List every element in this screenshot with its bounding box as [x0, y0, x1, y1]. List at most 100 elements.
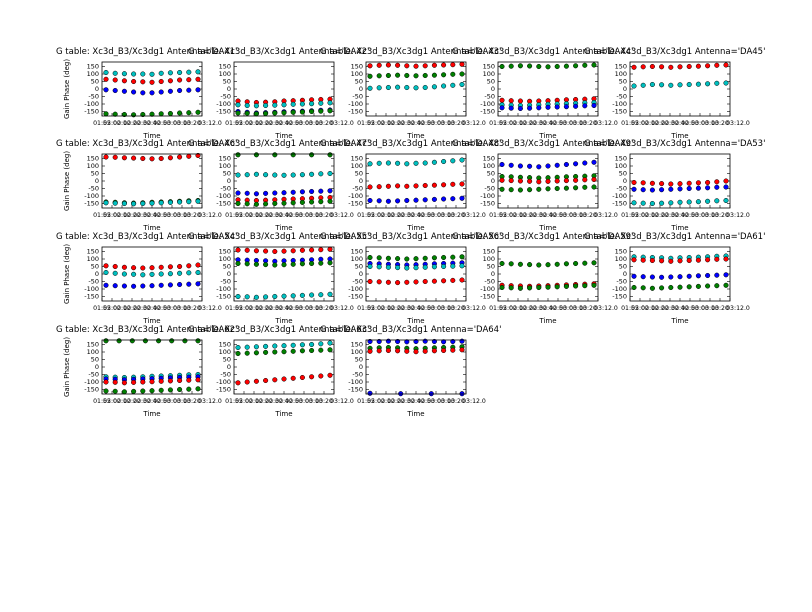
data-point — [508, 261, 514, 267]
series-green — [499, 260, 597, 268]
data-point — [140, 379, 146, 385]
subplot-15: G table: Xc3d_B3/Xc3dg1 Antenna='DA61' 15… — [584, 232, 765, 325]
data-point — [723, 184, 729, 190]
y-tick-label: -50 — [484, 278, 495, 286]
y-tick-label: 150 — [483, 248, 495, 256]
data-point — [459, 338, 465, 344]
x-tick-label: 01:55 — [621, 305, 639, 312]
x-tick-label: 03:20 — [315, 305, 333, 312]
data-point — [235, 102, 241, 108]
data-point — [235, 247, 241, 253]
x-tick-label: 03:10 — [305, 305, 323, 312]
data-point — [705, 283, 711, 289]
y-tick-label: 50 — [355, 170, 363, 178]
data-point — [527, 63, 533, 69]
data-point — [422, 255, 428, 261]
data-point — [723, 272, 729, 278]
data-point — [156, 338, 162, 344]
series-green — [235, 260, 333, 268]
data-point — [195, 269, 201, 276]
x-tick-label: 02:00 — [367, 398, 385, 405]
x-tick-label: 02:20 — [255, 398, 273, 405]
y-tick-label: 0 — [359, 177, 363, 185]
series-green — [367, 254, 465, 262]
data-point — [167, 199, 173, 205]
data-point — [450, 347, 456, 353]
data-point — [668, 274, 674, 280]
data-point — [640, 257, 646, 263]
data-point — [404, 279, 410, 285]
data-point — [563, 261, 569, 267]
series-cyan — [235, 340, 333, 351]
x-tick-label: 02:00 — [103, 212, 121, 219]
data-point — [272, 293, 278, 300]
series-red — [367, 181, 465, 190]
data-point — [299, 101, 305, 107]
data-point — [582, 177, 588, 183]
data-point — [517, 105, 523, 112]
x-tick-label: 02:20 — [255, 305, 273, 312]
x-tick-label: 03:10 — [701, 120, 719, 127]
data-point — [121, 264, 127, 270]
x-tick-label: 03:10 — [173, 120, 191, 127]
data-point — [281, 172, 287, 178]
data-point — [195, 262, 201, 268]
y-tick-label: 150 — [219, 63, 231, 71]
data-point — [404, 161, 410, 167]
data-point — [103, 87, 109, 93]
x-tick-label: 02:00 — [235, 120, 253, 127]
data-point — [281, 376, 287, 382]
x-tick-label: 03:10 — [437, 120, 455, 127]
data-point — [195, 109, 201, 115]
x-tick-label-end: 03:12.0 — [198, 120, 222, 127]
data-point — [318, 171, 324, 177]
data-point — [309, 292, 315, 298]
x-tick-label: 03:00 — [163, 212, 181, 219]
data-point — [441, 182, 447, 188]
data-point — [536, 284, 542, 291]
x-tick-label: 02:30 — [397, 305, 415, 312]
data-point — [112, 200, 118, 206]
data-point — [573, 177, 579, 183]
x-tick-label-end: 03:12.0 — [594, 305, 618, 312]
data-point — [158, 378, 164, 384]
y-tick-label: -100 — [612, 100, 627, 108]
data-point — [167, 282, 173, 288]
x-axis-label: Time — [670, 132, 688, 140]
data-point — [668, 258, 674, 264]
x-axis-label: Time — [406, 317, 424, 325]
data-point — [140, 79, 146, 85]
data-point — [186, 263, 192, 269]
data-point — [545, 104, 551, 110]
plot-frame — [101, 339, 203, 395]
x-tick-label: 02:20 — [651, 212, 669, 219]
data-point — [659, 200, 665, 206]
data-point — [450, 196, 456, 202]
data-point — [573, 63, 579, 69]
data-point — [422, 182, 428, 189]
y-tick-label: 0 — [491, 177, 495, 185]
data-point — [376, 73, 382, 79]
data-point — [140, 155, 146, 162]
data-point — [508, 285, 514, 291]
data-point — [158, 387, 164, 393]
x-tick-label: 03:00 — [295, 398, 313, 405]
data-point — [299, 374, 305, 381]
data-point — [695, 257, 701, 263]
data-point — [441, 254, 447, 261]
data-point — [318, 188, 324, 194]
data-point — [327, 340, 333, 346]
data-point — [121, 200, 127, 207]
x-tick-label-end: 03:12.0 — [198, 398, 222, 405]
x-tick-label: 03:10 — [305, 120, 323, 127]
data-point — [573, 185, 579, 191]
x-axis-label: Time — [538, 132, 556, 140]
data-point — [158, 271, 164, 277]
series-green — [499, 184, 597, 193]
data-point — [309, 341, 315, 348]
data-point — [112, 70, 118, 76]
data-point — [517, 98, 523, 104]
data-point — [705, 63, 711, 69]
x-tick-label: 03:10 — [305, 212, 323, 219]
x-tick-label: 02:00 — [631, 212, 649, 219]
